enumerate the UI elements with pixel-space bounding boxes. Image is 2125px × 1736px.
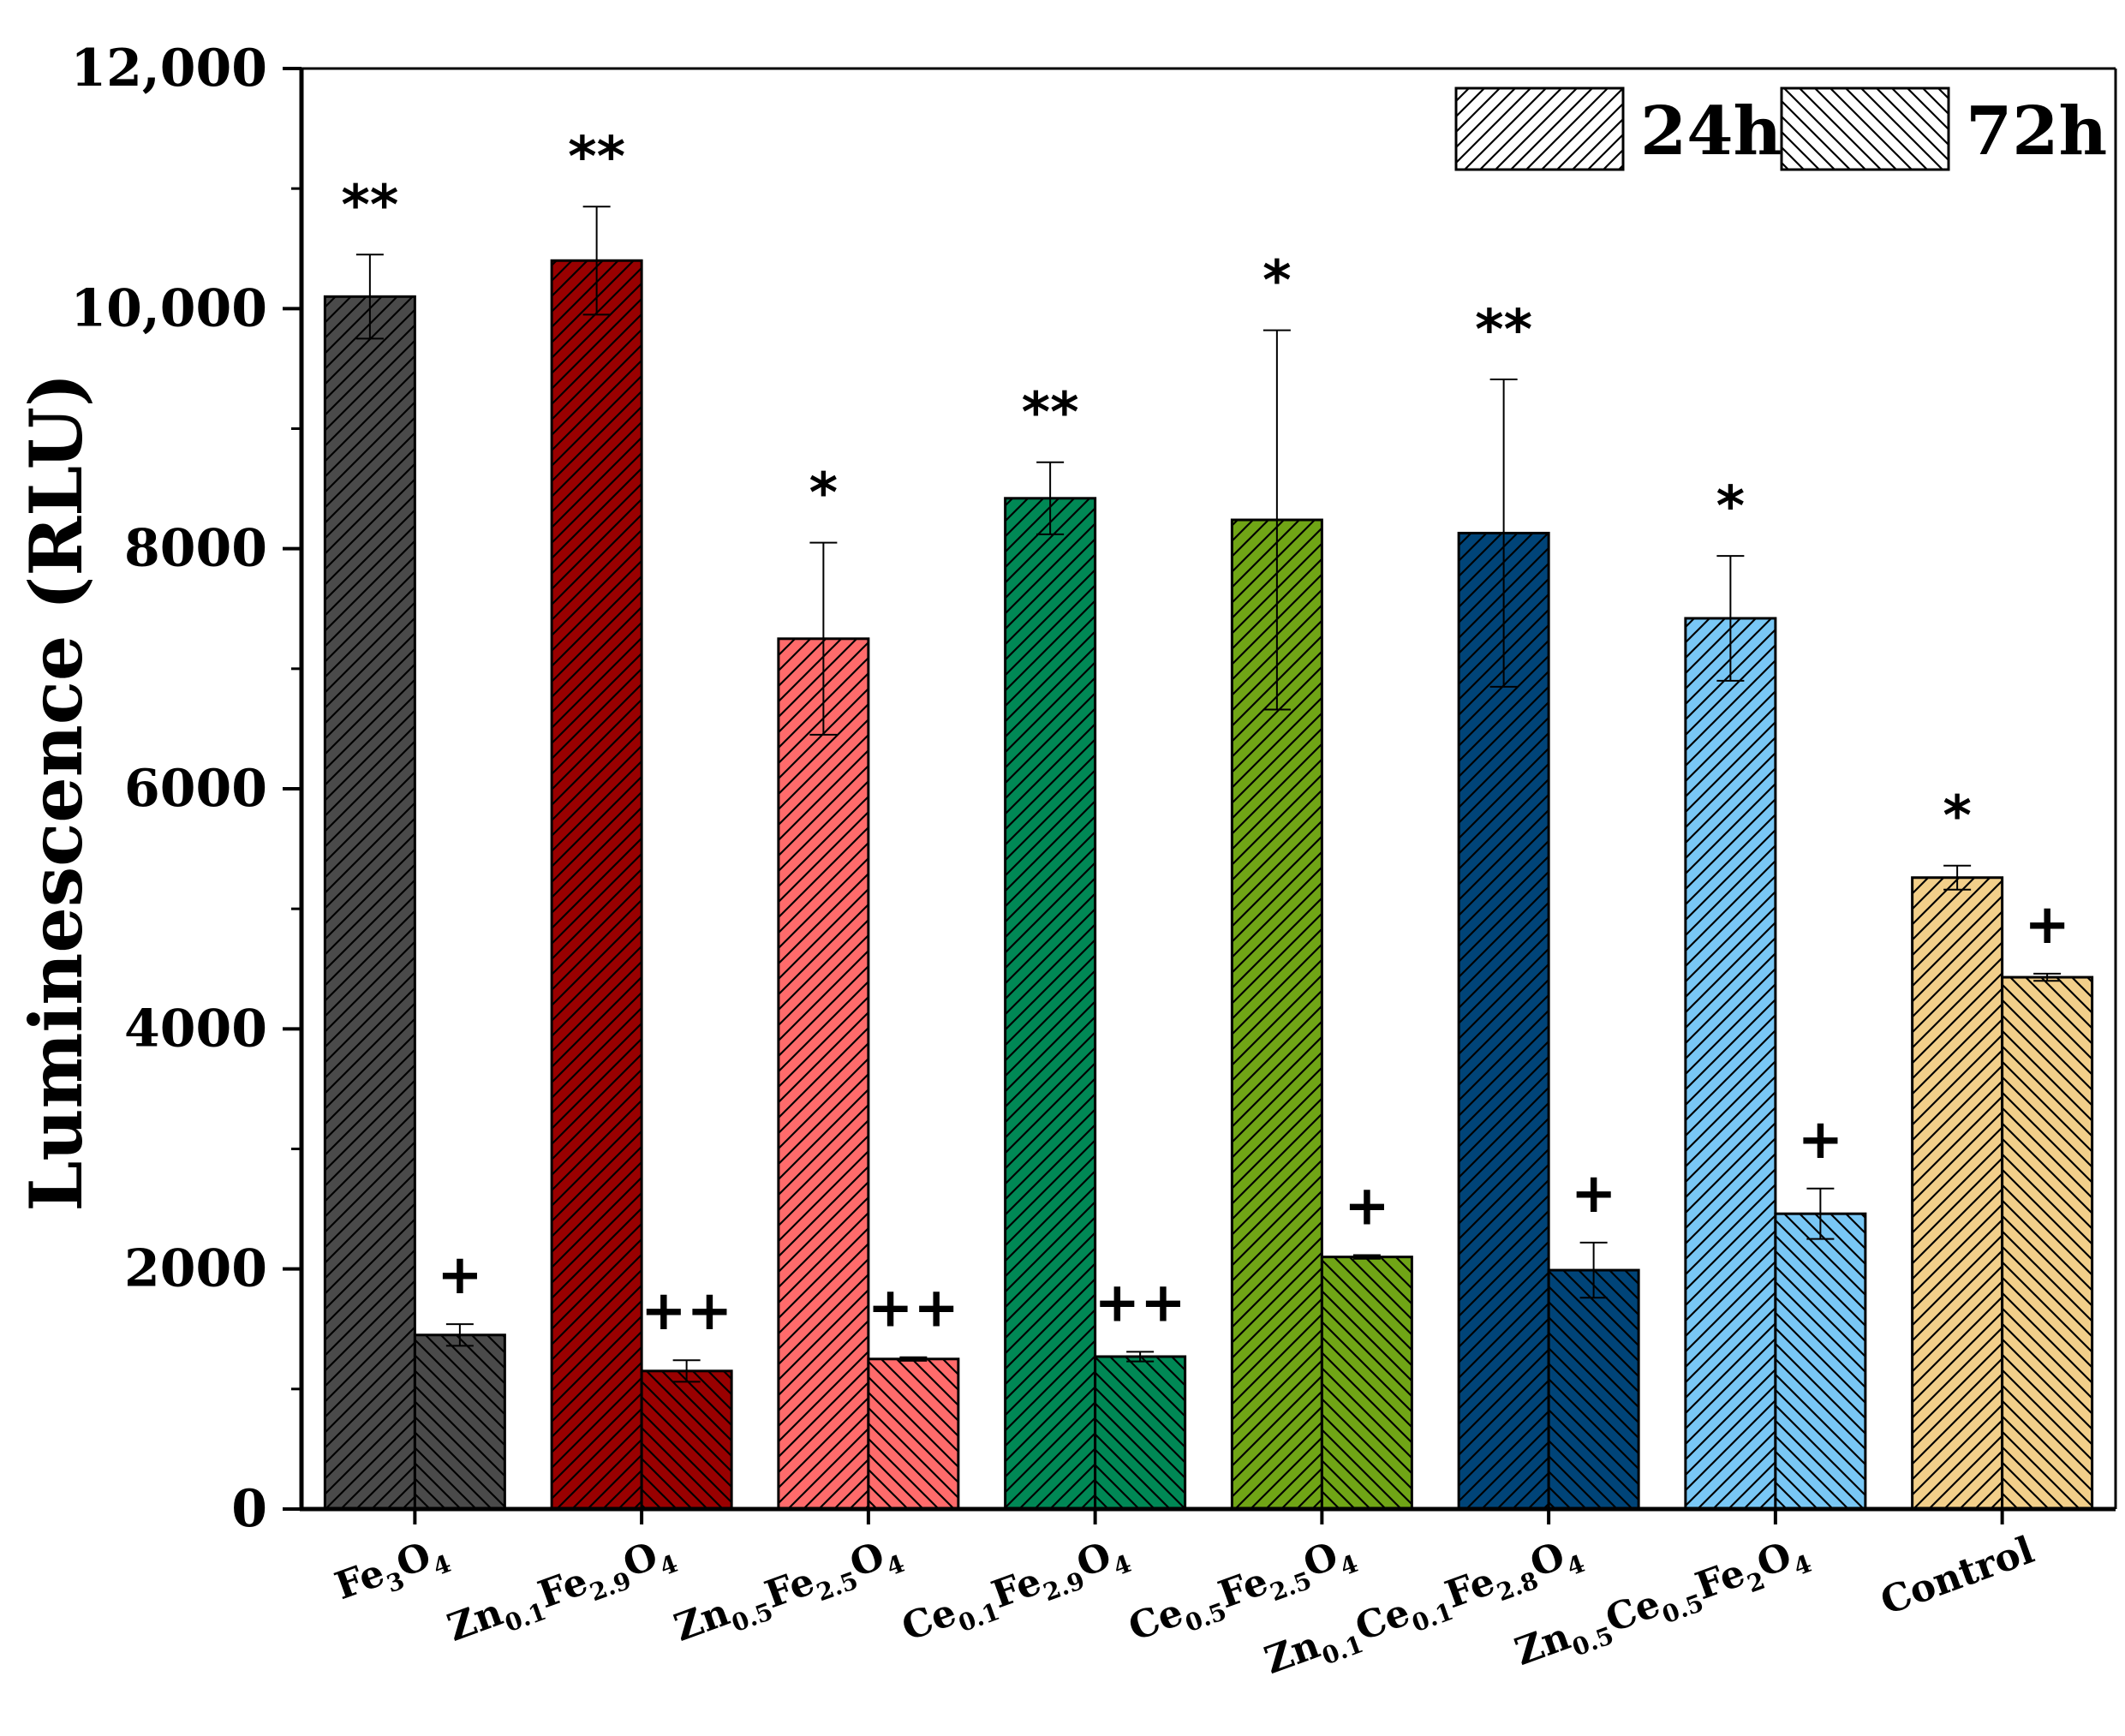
legend-label: 24h [1640, 92, 1782, 170]
y-tick-label: 6000 [124, 759, 267, 819]
x-category-label: Ce0.5Fe2.5O4 [1123, 1528, 1362, 1656]
x-category-label: Zn0.1Fe2.9O4 [442, 1528, 682, 1656]
bar-72h-6 [1774, 1212, 1867, 1511]
error-bars-layer [355, 206, 2062, 1383]
significance-label: ** [568, 126, 625, 189]
error-bar-24h-7 [1943, 864, 1972, 891]
x-category-label: Fe3O4 [330, 1528, 455, 1614]
significance-label: + [1798, 1108, 1844, 1172]
error-bar-72h-0 [445, 1323, 474, 1347]
bar-72h-0 [413, 1333, 506, 1511]
x-category-label: Control [1875, 1528, 2039, 1624]
significance-layer: ************+++ ++ +++ +++ [341, 126, 2070, 1343]
significance-label: * [809, 462, 838, 526]
bar-24h-1 [550, 259, 643, 1511]
error-bar-72h-7 [2033, 972, 2062, 982]
error-bar-72h-2 [899, 1356, 928, 1362]
error-bar-72h-4 [1352, 1254, 1381, 1260]
significance-label: * [1716, 475, 1745, 539]
bar-24h-6 [1684, 617, 1777, 1511]
bar-24h-0 [323, 295, 416, 1511]
significance-label: + [437, 1244, 483, 1307]
y-tick-label: 8000 [124, 519, 267, 579]
bar-72h-3 [1094, 1355, 1187, 1511]
error-bar-72h-5 [1579, 1241, 1608, 1299]
significance-label: + [2024, 893, 2070, 957]
significance-label: * [1262, 250, 1291, 313]
y-tick-label: 10,000 [70, 278, 267, 338]
category-labels-layer: Fe3O4Zn0.1Fe2.9O4Zn0.5Fe2.5O4Ce0.1Fe2.9O… [330, 1528, 2040, 1683]
significance-label: ++ [868, 1277, 959, 1340]
error-bar-72h-1 [672, 1359, 701, 1383]
significance-label: + [1344, 1175, 1390, 1238]
y-axis-label: Luminescence (RLU) [14, 373, 98, 1211]
significance-label: ** [1475, 299, 1532, 362]
legend-item-72h: 72h [1780, 87, 2107, 171]
error-bar-24h-4 [1262, 329, 1291, 711]
significance-label: ** [341, 174, 398, 237]
legend-label: 72h [1966, 92, 2107, 170]
significance-label: ++ [641, 1280, 732, 1343]
error-bar-72h-6 [1806, 1187, 1835, 1240]
error-bar-24h-1 [582, 206, 611, 316]
significance-label: * [1943, 785, 1971, 849]
bar-72h-1 [640, 1369, 733, 1511]
legend-item-24h: 24h [1454, 87, 1782, 171]
x-category-label: Ce0.1Fe2.9O4 [896, 1528, 1135, 1656]
bar-24h-7 [1911, 876, 2004, 1511]
bar-24h-2 [777, 637, 870, 1511]
bar-24h-5 [1457, 531, 1550, 1511]
error-bar-24h-5 [1489, 379, 1518, 688]
error-bar-24h-3 [1036, 461, 1065, 535]
significance-label: ** [1022, 382, 1079, 445]
significance-label: + [1571, 1162, 1617, 1226]
bar-72h-4 [1320, 1256, 1413, 1511]
tick-labels-layer: 0 2000 4000 6000 8000 10,000 12,000 [70, 39, 267, 1539]
y-tick-label: 2000 [124, 1239, 267, 1299]
bar-24h-3 [1004, 497, 1097, 1511]
error-bar-72h-3 [1126, 1351, 1155, 1363]
error-bar-24h-0 [355, 254, 384, 340]
y-tick-label: 12,000 [70, 39, 267, 98]
legend: 24h 72h [1454, 87, 2107, 171]
bar-72h-2 [867, 1357, 960, 1511]
y-tick-label: 4000 [124, 999, 267, 1059]
x-category-label: Zn0.5Fe2.5O4 [669, 1528, 909, 1656]
legend-swatch [1780, 87, 1950, 171]
bar-72h-7 [2001, 975, 2094, 1511]
bars-layer [323, 259, 2094, 1511]
significance-label: ++ [1095, 1271, 1186, 1334]
bar-72h-5 [1547, 1268, 1640, 1511]
axes-layer [283, 67, 2117, 1524]
error-bar-24h-6 [1716, 555, 1745, 682]
error-bar-24h-2 [809, 541, 838, 736]
y-tick-label: 0 [231, 1479, 267, 1539]
legend-swatch [1454, 87, 1625, 171]
